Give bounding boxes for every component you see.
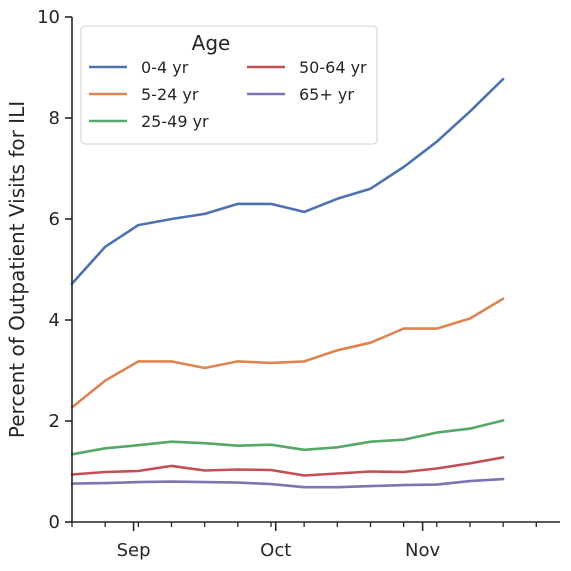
legend-items: 0-4 yr 5-24 yr 25-49 yr 50-64 yr 65+ yr	[89, 58, 367, 131]
legend-label-3: 50-64 yr	[299, 58, 367, 77]
x-tick-label: Nov	[405, 540, 440, 561]
series-line-0	[70, 77, 505, 285]
legend-box	[80, 25, 378, 145]
series-line-3	[70, 456, 505, 477]
legend: Age 0-4 yr 5-24 yr 25-49 yr 50-64 yr 65+ yr	[80, 25, 378, 145]
series-line-4	[70, 477, 505, 489]
x-tick-label: Oct	[260, 540, 291, 561]
y-ticks: 0 2 4 6 8 10	[37, 7, 72, 533]
legend-label-0: 0-4 yr	[141, 58, 189, 77]
y-tick-label: 6	[49, 209, 60, 230]
series-line-2	[70, 419, 505, 456]
y-tick-label: 2	[49, 411, 60, 432]
x-ticks: Sep Oct Nov	[71, 522, 537, 561]
series-lines	[70, 77, 505, 489]
y-tick-label: 8	[49, 108, 60, 129]
series-line-1	[70, 297, 505, 409]
axes: 0 2 4 6 8 10 Sep Oct Nov	[37, 7, 560, 561]
y-tick-label: 0	[49, 512, 60, 533]
y-tick-label: 4	[49, 310, 60, 331]
y-axis-title: Percent of Outpatient Visits for ILI	[5, 101, 29, 438]
legend-title: Age	[192, 31, 231, 55]
x-tick-label: Sep	[117, 540, 151, 561]
legend-label-4: 65+ yr	[299, 85, 354, 104]
y-tick-label: 10	[37, 7, 60, 28]
legend-label-2: 25-49 yr	[141, 112, 209, 131]
legend-label-1: 5-24 yr	[141, 85, 199, 104]
